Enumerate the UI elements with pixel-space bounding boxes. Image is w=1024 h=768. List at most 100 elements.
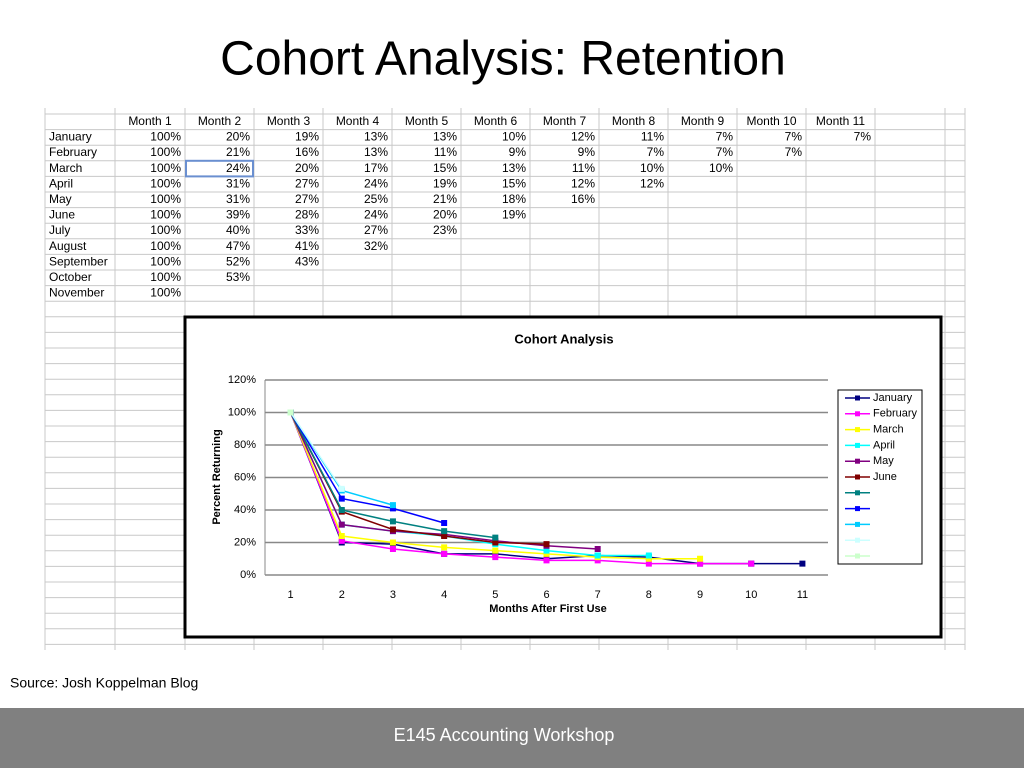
cell: 27% [295, 192, 319, 206]
x-tick-label: 5 [492, 589, 498, 601]
point [543, 550, 550, 557]
point [594, 552, 601, 559]
cell: 40% [226, 223, 250, 237]
cell: 20% [226, 130, 250, 144]
cell: 17% [364, 161, 388, 175]
legend-marker [855, 521, 860, 527]
point [287, 409, 294, 416]
cell: 41% [295, 239, 319, 253]
x-tick-label: 3 [390, 589, 396, 601]
point [492, 539, 499, 546]
point [645, 552, 652, 559]
column-header: Month 7 [543, 114, 587, 128]
cell: 24% [364, 208, 388, 222]
point [492, 547, 499, 554]
point [441, 520, 448, 526]
point [645, 560, 652, 567]
row-label: May [49, 192, 72, 206]
y-tick-label: 80% [234, 439, 256, 451]
cell: 11% [434, 145, 457, 159]
x-tick-label: 6 [543, 589, 549, 601]
cell: 15% [433, 161, 457, 175]
cell: 27% [364, 223, 388, 237]
column-header: Month 8 [612, 114, 656, 128]
cell: 18% [502, 192, 526, 206]
point [389, 505, 396, 512]
cell: 9% [578, 145, 596, 159]
cell: 25% [364, 192, 388, 206]
cell: 12% [571, 130, 595, 144]
row-label: July [49, 223, 70, 237]
cell: 52% [226, 254, 250, 268]
cell: 39% [226, 208, 250, 222]
cell: 19% [295, 130, 319, 144]
legend-label: February [873, 408, 918, 420]
cell: 20% [295, 161, 319, 175]
row-label: November [49, 286, 104, 300]
legend-marker [855, 395, 860, 401]
point [338, 537, 345, 544]
point [338, 485, 345, 492]
point [441, 544, 448, 551]
series-line [289, 412, 752, 565]
legend-marker [855, 553, 860, 559]
point [338, 507, 345, 513]
point [799, 560, 806, 567]
cell: 24% [226, 161, 250, 175]
cell: 19% [433, 176, 457, 190]
cell: 31% [226, 192, 250, 206]
point [697, 555, 704, 562]
point [594, 546, 601, 552]
legend-marker [855, 411, 860, 417]
cell: 7% [785, 130, 803, 144]
cell: 23% [433, 223, 457, 237]
point [389, 502, 396, 509]
y-tick-label: 20% [234, 536, 256, 548]
cell: 10% [709, 161, 733, 175]
cell: 16% [571, 192, 595, 206]
cell: 100% [150, 208, 181, 222]
y-tick-label: 0% [240, 569, 256, 581]
series-line [289, 412, 343, 490]
row-label: February [49, 145, 97, 159]
cell: 100% [150, 223, 181, 237]
cell: 12% [640, 176, 664, 190]
cell: 7% [716, 130, 734, 144]
legend-marker [855, 490, 860, 496]
row-label: January [49, 130, 92, 144]
series-line [289, 412, 445, 524]
legend-label: June [873, 471, 897, 483]
cell: 12% [571, 176, 595, 190]
cell: 33% [295, 223, 319, 237]
column-header: Month 9 [681, 114, 725, 128]
slide-title: Cohort Analysis: Retention [220, 33, 786, 86]
cell: 20% [433, 208, 457, 222]
cell: 100% [150, 254, 181, 268]
y-tick-label: 60% [234, 471, 256, 483]
x-tick-label: 11 [797, 589, 808, 601]
x-tick-label: 8 [646, 589, 652, 601]
point [389, 546, 396, 552]
chart-title: Cohort Analysis [514, 331, 613, 346]
row-label: March [49, 161, 82, 175]
point [338, 495, 345, 502]
legend-marker [855, 458, 860, 464]
point [748, 560, 755, 567]
cell: 100% [150, 270, 181, 284]
y-axis-label: Percent Returning [211, 429, 223, 524]
cell: 11% [641, 130, 664, 144]
cell: 13% [364, 145, 388, 159]
point [441, 528, 448, 535]
column-header: Month 2 [198, 114, 242, 128]
cell: 100% [150, 176, 181, 190]
x-tick-label: 4 [441, 589, 447, 601]
column-header: Month 5 [405, 114, 449, 128]
cell: 43% [295, 254, 319, 268]
cell: 21% [433, 192, 457, 206]
point [389, 518, 396, 525]
cell: 100% [150, 286, 181, 300]
cell: 11% [572, 161, 595, 175]
cell: 15% [502, 176, 526, 190]
x-axis-label: Months After First Use [489, 603, 607, 615]
point [492, 554, 499, 561]
